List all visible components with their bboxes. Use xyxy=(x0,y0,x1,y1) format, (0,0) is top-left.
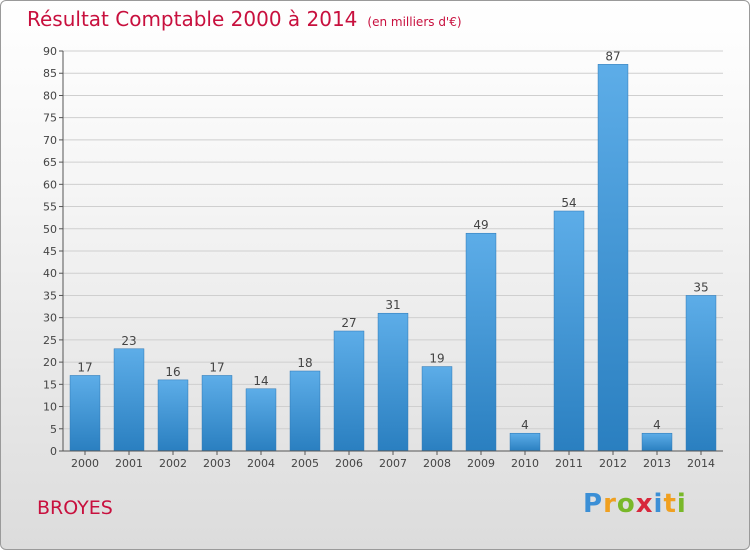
chart-subtitle: (en milliers d'€) xyxy=(367,15,462,29)
data-label: 17 xyxy=(209,360,224,374)
data-label: 49 xyxy=(473,218,488,232)
y-tick-label: 90 xyxy=(43,45,57,58)
x-tick-label: 2012 xyxy=(599,457,627,470)
bar-2006 xyxy=(333,330,365,452)
bar-2004 xyxy=(245,388,277,452)
y-tick-label: 20 xyxy=(43,356,57,369)
proxiti-logo: Proxiti xyxy=(583,489,687,519)
y-tick-label: 60 xyxy=(43,178,57,191)
data-label: 4 xyxy=(521,418,529,432)
y-tick-label: 45 xyxy=(43,245,57,258)
bars xyxy=(69,64,717,452)
x-tick-label: 2013 xyxy=(643,457,671,470)
bar-2007 xyxy=(377,312,409,452)
x-tick-label: 2010 xyxy=(511,457,539,470)
data-labels: 17 23 16 17 14 18 27 31 19 49 4 54 87 4 35 xyxy=(77,49,708,432)
x-tick-label: 2008 xyxy=(423,457,451,470)
data-label: 19 xyxy=(429,352,444,366)
y-tick-label: 65 xyxy=(43,156,57,169)
chart-title-text: Résultat Comptable 2000 à 2014 xyxy=(27,7,358,31)
y-tick-label: 75 xyxy=(43,112,57,125)
x-tick-label: 2001 xyxy=(115,457,143,470)
x-tick-label: 2011 xyxy=(555,457,583,470)
data-label: 16 xyxy=(165,365,180,379)
y-tick-label: 55 xyxy=(43,201,57,214)
data-label: 17 xyxy=(77,360,92,374)
axes xyxy=(62,51,723,452)
data-label: 4 xyxy=(653,418,661,432)
data-label: 18 xyxy=(297,356,312,370)
y-tick-label: 80 xyxy=(43,89,57,102)
x-tick-label: 2002 xyxy=(159,457,187,470)
y-tick-label: 70 xyxy=(43,134,57,147)
y-tick-label: 35 xyxy=(43,289,57,302)
y-tick-label: 15 xyxy=(43,378,57,391)
bar-2000 xyxy=(69,375,101,452)
bar-2011 xyxy=(553,210,585,452)
bar-2002 xyxy=(157,379,189,452)
place-name: BROYES xyxy=(37,497,113,519)
data-label: 23 xyxy=(121,334,136,348)
x-tick-label: 2003 xyxy=(203,457,231,470)
y-tick-label: 5 xyxy=(50,423,57,436)
bar-2013 xyxy=(641,432,673,452)
bar-2003 xyxy=(201,375,233,452)
y-tick-label: 30 xyxy=(43,312,57,325)
y-tick-label: 10 xyxy=(43,401,57,414)
data-label: 14 xyxy=(253,374,268,388)
data-label: 54 xyxy=(561,196,576,210)
x-tick-label: 2007 xyxy=(379,457,407,470)
x-tick-label: 2004 xyxy=(247,457,275,470)
bar-2012 xyxy=(597,64,629,452)
x-tick-label: 2000 xyxy=(71,457,99,470)
bar-2014 xyxy=(685,295,717,452)
x-tick-label: 2005 xyxy=(291,457,319,470)
bar-2005 xyxy=(289,370,321,452)
chart-title: Résultat Comptable 2000 à 2014 (en millie… xyxy=(27,7,462,31)
data-label: 27 xyxy=(341,316,356,330)
x-tick-label: 2009 xyxy=(467,457,495,470)
data-label: 35 xyxy=(693,280,708,294)
y-tick-label: 50 xyxy=(43,223,57,236)
y-tick-label: 0 xyxy=(50,445,57,458)
y-tick-label: 85 xyxy=(43,67,57,80)
x-tick-label: 2014 xyxy=(687,457,715,470)
data-label: 87 xyxy=(605,49,620,63)
y-tick-label: 25 xyxy=(43,334,57,347)
y-axis-ticks: 0 5 10 15 20 25 30 35 40 45 50 55 60 65 70 75 80 85 90 xyxy=(43,45,63,458)
x-axis-ticks: 2000 2001 2002 2003 2004 2005 2006 2007 2008 2009… xyxy=(71,451,715,470)
data-label: 31 xyxy=(385,298,400,312)
bar-2010 xyxy=(509,432,541,452)
bar-2001 xyxy=(113,348,145,452)
y-tick-label: 40 xyxy=(43,267,57,280)
bar-2009 xyxy=(465,232,497,452)
x-tick-label: 2006 xyxy=(335,457,363,470)
bar-2008 xyxy=(421,366,453,452)
